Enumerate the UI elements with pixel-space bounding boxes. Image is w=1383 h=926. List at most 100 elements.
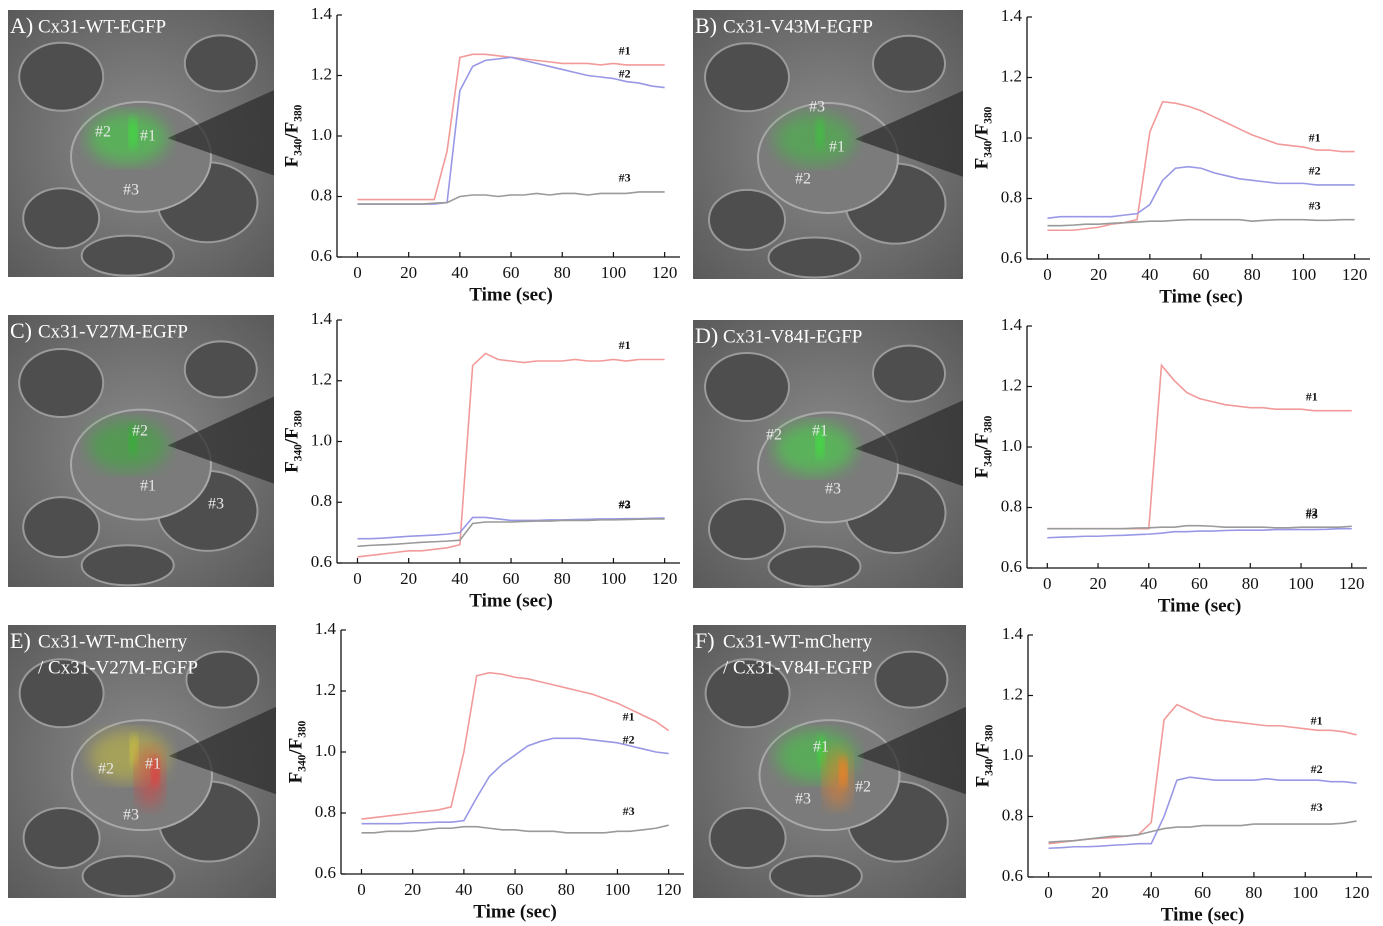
panel-label: C)	[10, 318, 32, 343]
fluorescence	[823, 747, 852, 808]
x-tick-label: 120	[1339, 574, 1365, 593]
cell-outline	[22, 806, 101, 869]
series-label: #3	[1311, 800, 1323, 814]
y-tick-label: 1.4	[311, 309, 333, 328]
x-tick-label: 120	[1344, 883, 1370, 902]
x-tick-label: 60	[503, 263, 520, 282]
cell-label: #1	[812, 423, 828, 440]
y-tick-label: 0.8	[315, 802, 336, 821]
fluorescence-core	[815, 117, 824, 150]
panel: F) Cx31-WT-mCherry / Cx31-V84I-EGFP #1 #2 #3 0…	[693, 624, 1372, 925]
pipette	[856, 706, 966, 795]
series-line	[361, 824, 669, 834]
x-tick-label: 120	[652, 569, 678, 588]
x-tick-label: 80	[1245, 883, 1262, 902]
x-tick-label: 80	[554, 263, 571, 282]
cell-label: #3	[809, 99, 825, 116]
series-label: #2	[1311, 762, 1323, 776]
fluorescence	[774, 422, 855, 475]
cell-outline	[80, 544, 175, 587]
x-tick-label: 40	[1143, 883, 1160, 902]
y-tick-label: 1.4	[315, 619, 337, 638]
y-tick-label: 0.8	[311, 491, 332, 510]
series-label: #2	[619, 66, 631, 80]
series-line	[357, 516, 665, 540]
y-tick-label: 1.2	[1001, 66, 1022, 85]
image-title: Cx31-V84I-EGFP	[723, 326, 862, 347]
pipette	[855, 400, 963, 487]
y-tick-label: 0.6	[1002, 866, 1023, 885]
cell-outline	[708, 188, 786, 251]
fluorescence	[87, 419, 168, 472]
cell-outline	[704, 352, 790, 422]
panel-label: E)	[10, 628, 31, 653]
series-line	[1047, 165, 1355, 219]
panel-label: F)	[695, 628, 715, 653]
cell-outline	[708, 806, 787, 869]
series-label: #3	[1306, 507, 1318, 521]
y-axis-label: F₃₄₀/F₃₈₀	[972, 724, 993, 787]
x-tick-label: 60	[1194, 883, 1211, 902]
series-label: #1	[1311, 714, 1323, 728]
cell-label: #3	[795, 791, 811, 808]
x-axis-label: Time (sec)	[469, 590, 553, 611]
cell-label: #1	[140, 478, 156, 495]
y-axis-label: F₃₄₀/F₃₈₀	[971, 106, 992, 169]
cell-label: #1	[829, 139, 845, 156]
y-tick-label: 1.0	[311, 430, 332, 449]
x-tick-label: 20	[400, 569, 417, 588]
series-line	[1047, 524, 1352, 530]
series-label: #3	[619, 498, 631, 512]
x-tick-label: 100	[605, 880, 631, 899]
y-tick-label: 0.6	[311, 552, 332, 571]
x-axis-label: Time (sec)	[469, 284, 553, 305]
panel-label: B)	[695, 13, 717, 38]
x-tick-label: 100	[601, 263, 627, 282]
x-axis-label: Time (sec)	[1161, 904, 1245, 925]
image-title: Cx31-WT-mCherry	[723, 631, 873, 652]
image-title: Cx31-WT-EGFP	[38, 16, 166, 37]
cell-outline	[872, 344, 946, 403]
y-tick-label: 1.2	[311, 64, 332, 83]
series-label: #1	[623, 709, 635, 723]
x-tick-label: 120	[656, 880, 682, 899]
fluorescence-core	[129, 424, 138, 457]
series-label: #2	[1306, 505, 1318, 519]
series-line	[1047, 100, 1355, 232]
panel-label: A)	[10, 13, 33, 38]
image-title: Cx31-WT-mCherry	[38, 631, 188, 652]
micrograph: E) Cx31-WT-mCherry / Cx31-V27M-EGFP #1 #2 #3	[8, 625, 276, 898]
x-tick-label: 40	[1141, 265, 1158, 284]
image-title: Cx31-V27M-EGFP	[38, 321, 188, 342]
micrograph: B) Cx31-V43M-EGFP #1 #2 #3	[693, 10, 963, 279]
panel: B) Cx31-V43M-EGFP #1 #2 #3 0.6 0.8 1.0 1.2 1.4 0 20…	[693, 6, 1370, 307]
x-tick-label: 0	[353, 569, 362, 588]
fluorescence-core	[151, 756, 160, 789]
x-tick-label: 20	[1090, 574, 1107, 593]
y-tick-label: 1.0	[1002, 745, 1023, 764]
y-tick-label: 0.6	[311, 246, 332, 265]
x-tick-label: 20	[1091, 883, 1108, 902]
x-tick-label: 40	[451, 569, 468, 588]
panel: E) Cx31-WT-mCherry / Cx31-V27M-EGFP #1 #2 #3 0…	[8, 619, 684, 922]
fluorescence-core	[815, 427, 824, 460]
cell-outline	[704, 658, 791, 729]
fluorescence-core	[839, 756, 848, 789]
x-tick-label: 80	[554, 569, 571, 588]
x-tick-label: 20	[404, 880, 421, 899]
cell-outline	[704, 42, 790, 113]
x-tick-label: 40	[1140, 574, 1157, 593]
fluorescence-core	[129, 116, 138, 149]
cell-label: #2	[98, 761, 114, 778]
y-tick-label: 0.6	[315, 863, 336, 882]
cell-outline	[872, 34, 946, 93]
fluorescence	[774, 113, 855, 166]
x-tick-label: 80	[1244, 265, 1261, 284]
series-line	[357, 352, 665, 558]
cell-outline	[18, 348, 105, 418]
series-line	[357, 518, 665, 548]
cell-label: #2	[855, 779, 871, 796]
fluorescence-core	[129, 734, 138, 767]
x-tick-label: 100	[601, 569, 627, 588]
